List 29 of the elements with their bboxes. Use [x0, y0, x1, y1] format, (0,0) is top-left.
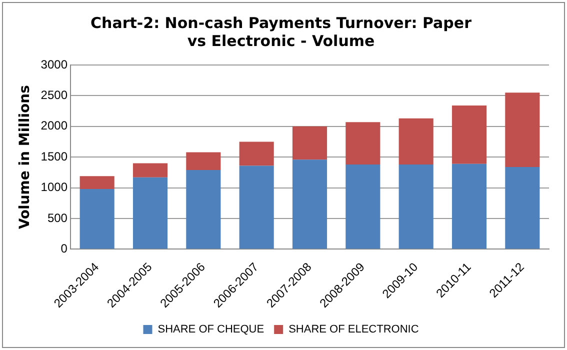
bar [132, 163, 168, 178]
y-tick-label: 1500 [40, 149, 68, 164]
y-tick-label: 2500 [40, 88, 68, 102]
legend-label: SHARE OF ELECTRONIC [288, 324, 419, 336]
y-tick-label: 1000 [40, 180, 68, 194]
y-tick-label: 0 [60, 242, 68, 256]
bar [398, 164, 434, 249]
bar [452, 106, 487, 164]
bar [398, 118, 434, 164]
bar [239, 142, 274, 166]
bar [505, 166, 540, 249]
chart-title: Chart-2: Non-cash Payments Turnover: Paper vs Electronic - Volume [90, 14, 472, 50]
bar [505, 92, 540, 167]
bar [239, 166, 274, 249]
legend-label: SHARE OF CHEQUE [158, 324, 264, 336]
bar [132, 177, 168, 249]
bar [186, 152, 221, 170]
y-tick-label: 2000 [40, 118, 68, 133]
bar [80, 189, 114, 249]
bar [346, 164, 380, 249]
bar [186, 170, 221, 249]
bar [292, 126, 328, 160]
y-axis-title: Volume in Millions [17, 85, 34, 230]
bar [80, 176, 114, 190]
y-tick-label: 3000 [40, 57, 68, 72]
bar [292, 160, 328, 249]
bar [452, 164, 487, 249]
y-tick-label: 500 [47, 210, 68, 225]
bar [346, 122, 380, 164]
